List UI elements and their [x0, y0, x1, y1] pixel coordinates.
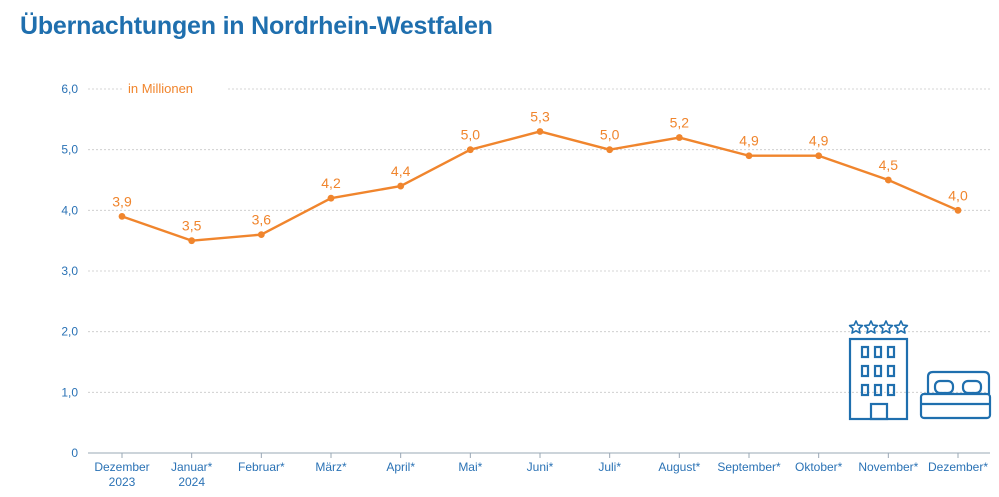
- chart-title: Übernachtungen in Nordrhein-Westfalen: [20, 12, 493, 40]
- x-tick-label: Juni*: [527, 460, 554, 474]
- data-label: 4,5: [879, 157, 899, 173]
- data-label: 4,0: [948, 187, 968, 203]
- data-labels: 3,9 3,5 3,6 4,2 4,4 5,0 5,3 5,0 5,2 4,9 4,9 4,5 4,0: [112, 108, 968, 233]
- data-point: [327, 194, 335, 202]
- data-label: 4,2: [321, 175, 341, 191]
- data-point: [536, 128, 544, 135]
- y-tick-label: 5,0: [61, 143, 78, 157]
- data-point: [954, 206, 962, 214]
- y-tick-label: 2,0: [61, 325, 78, 339]
- x-tick-label: Dezember*: [928, 460, 988, 474]
- data-label: 3,9: [112, 193, 132, 209]
- double-bed-icon: [919, 370, 992, 420]
- y-tick-label: 4,0: [61, 203, 78, 217]
- hotel-building-icon: [848, 337, 909, 421]
- icon-group: [848, 320, 992, 421]
- x-tick-label: 2023: [109, 475, 136, 489]
- grid-layer: [88, 88, 990, 454]
- y-tick-label: 1,0: [61, 385, 78, 399]
- x-tick-label: Januar*: [171, 460, 213, 474]
- four-stars-icon: [848, 320, 909, 334]
- data-label: 5,2: [670, 115, 690, 131]
- y-axis: 0 1,0 2,0 3,0 4,0 5,0 6,0: [61, 82, 78, 460]
- y-tick-label: 6,0: [61, 82, 78, 96]
- x-tick-label: Mai*: [458, 460, 482, 474]
- x-tick-label: September*: [717, 460, 781, 474]
- data-label: 4,9: [809, 133, 829, 149]
- data-point: [675, 134, 683, 141]
- x-tick-label: August*: [658, 460, 700, 474]
- data-label: 3,5: [182, 218, 202, 234]
- data-point: [118, 213, 126, 220]
- x-tick-label: Februar*: [238, 460, 285, 474]
- series-line-group: [118, 128, 962, 245]
- data-label: 3,6: [252, 212, 272, 228]
- x-tick-label: Dezember: [94, 460, 149, 474]
- data-point: [745, 152, 753, 160]
- x-tick-label: April*: [386, 460, 415, 474]
- x-tick-label: Juli*: [598, 460, 621, 474]
- x-tick-label: März*: [315, 460, 347, 474]
- data-point: [397, 182, 405, 190]
- data-point: [884, 176, 892, 184]
- data-label: 4,9: [739, 133, 759, 149]
- y-tick-label: 3,0: [61, 264, 78, 278]
- series-line: [121, 130, 959, 242]
- x-tick-label: 2024: [178, 475, 205, 489]
- data-point: [606, 146, 614, 154]
- data-point: [466, 146, 474, 154]
- data-label: 5,0: [600, 127, 620, 143]
- data-point: [815, 152, 823, 160]
- unit-label: in Millionen: [128, 81, 193, 96]
- x-tick-label: Oktober*: [795, 460, 843, 474]
- y-tick-label: 0: [71, 446, 78, 460]
- data-label: 5,3: [530, 108, 550, 124]
- data-label: 5,0: [461, 127, 481, 143]
- x-tick-label: November*: [858, 460, 918, 474]
- data-point: [257, 231, 265, 239]
- data-label: 4,4: [391, 163, 411, 179]
- data-point: [188, 237, 196, 245]
